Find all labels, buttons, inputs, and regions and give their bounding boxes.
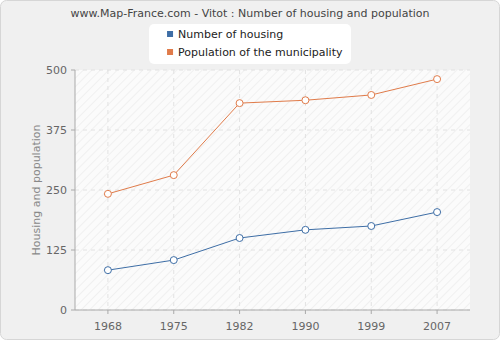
x-tick — [437, 310, 438, 314]
point — [104, 190, 111, 197]
grid-line-x — [173, 70, 174, 310]
y-tick-label: 125 — [46, 244, 67, 257]
point — [170, 172, 177, 179]
y-tick-label: 500 — [46, 64, 67, 77]
point — [368, 223, 375, 230]
x-tick — [107, 310, 108, 314]
legend-swatch — [167, 49, 173, 55]
point — [434, 209, 441, 216]
x-tick-label: 2007 — [423, 320, 451, 333]
x-tick — [371, 310, 372, 314]
chart-container: 0 125 250 375 500 1968 1975 1982 1990 1999 2007 Hou… — [0, 0, 500, 340]
plot-area — [75, 70, 470, 310]
series-line — [108, 212, 437, 270]
legend: Number of housing Population of the munic… — [149, 24, 351, 64]
legend-label: Number of housing — [178, 28, 283, 41]
point — [236, 100, 243, 107]
background — [1, 1, 500, 340]
grid-line — [75, 190, 470, 191]
grid-line-x — [437, 70, 438, 310]
grid-line — [75, 250, 470, 251]
x-tick — [305, 310, 306, 314]
legend-label: Population of the municipality — [178, 46, 343, 59]
grid-line — [75, 130, 470, 131]
point — [368, 91, 375, 98]
y-tick — [71, 130, 75, 131]
point — [170, 257, 177, 264]
y-tick — [71, 250, 75, 251]
y-tick-label: 0 — [60, 304, 67, 317]
grid-line — [75, 70, 470, 71]
point — [236, 235, 243, 242]
x-tick — [173, 310, 174, 314]
title: www.Map-France.com - Vitot : Number of h… — [70, 7, 429, 20]
y-tick-label: 375 — [46, 124, 67, 137]
grid-line-x — [371, 70, 372, 310]
y-axis-label: Housing and population — [30, 125, 43, 256]
y-tick — [71, 190, 75, 191]
x-tick — [239, 310, 240, 314]
legend-swatch — [167, 31, 173, 37]
x-tick-label: 1982 — [226, 320, 254, 333]
grid-line — [75, 310, 470, 311]
chart-svg: 0 125 250 375 500 1968 1975 1982 1990 1999 2007 Hou… — [0, 0, 500, 340]
x-tick-label: 1975 — [160, 320, 188, 333]
point — [302, 226, 309, 233]
series-line — [108, 79, 437, 194]
y-tick — [71, 310, 75, 311]
y-tick — [71, 70, 75, 71]
x-tick-label: 1990 — [291, 320, 319, 333]
y-axis — [75, 70, 76, 310]
y-tick-label: 250 — [46, 184, 67, 197]
x-tick-label: 1968 — [94, 320, 122, 333]
point — [434, 76, 441, 83]
grid-line-x — [305, 70, 306, 310]
x-tick-label: 1999 — [357, 320, 385, 333]
point — [104, 267, 111, 274]
series-group — [104, 76, 440, 274]
x-axis — [75, 310, 470, 311]
point — [302, 97, 309, 104]
legend-box — [149, 24, 351, 64]
